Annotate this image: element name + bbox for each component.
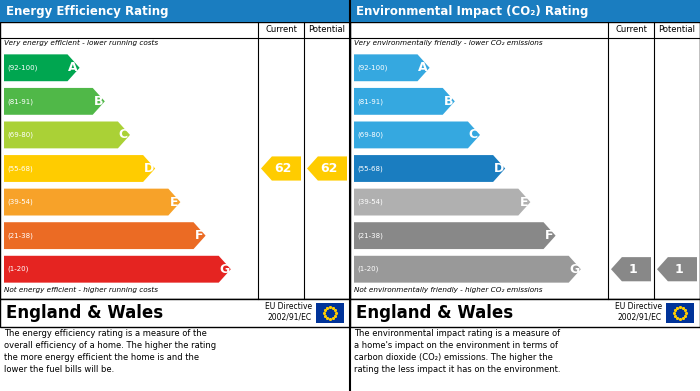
Text: Energy Efficiency Rating: Energy Efficiency Rating [6,5,169,18]
Polygon shape [4,122,130,148]
Text: D: D [144,162,154,175]
Text: (81-91): (81-91) [357,98,383,105]
Polygon shape [4,256,231,283]
Polygon shape [354,88,455,115]
Text: (69-80): (69-80) [7,132,33,138]
Text: (1-20): (1-20) [7,266,29,273]
Text: 62: 62 [274,162,291,175]
Polygon shape [354,54,430,81]
Text: B: B [443,95,453,108]
Text: G: G [569,263,580,276]
Text: 1: 1 [674,263,683,276]
Polygon shape [354,188,531,215]
Text: Current: Current [265,25,297,34]
Text: Current: Current [615,25,647,34]
Text: (55-68): (55-68) [7,165,33,172]
Text: Environmental Impact (CO₂) Rating: Environmental Impact (CO₂) Rating [356,5,589,18]
Text: (1-20): (1-20) [357,266,379,273]
Text: (21-38): (21-38) [357,232,383,239]
Text: Potential: Potential [309,25,346,34]
Text: 62: 62 [320,162,337,175]
Text: (39-54): (39-54) [357,199,383,205]
Text: Not energy efficient - higher running costs: Not energy efficient - higher running co… [4,287,158,293]
Polygon shape [354,122,480,148]
Polygon shape [657,257,697,281]
Text: A: A [418,61,428,74]
Bar [0,299,350,327]
Text: (39-54): (39-54) [7,199,33,205]
Text: B: B [93,95,103,108]
Text: D: D [494,162,504,175]
Text: Not environmentally friendly - higher CO₂ emissions: Not environmentally friendly - higher CO… [354,287,542,293]
Polygon shape [354,256,581,283]
Bar [350,299,700,327]
Text: (92-100): (92-100) [357,65,387,71]
Text: F: F [195,229,203,242]
Text: 1: 1 [629,263,637,276]
Polygon shape [354,155,505,182]
Bar [350,22,700,299]
Text: Very environmentally friendly - lower CO₂ emissions: Very environmentally friendly - lower CO… [354,40,542,46]
Bar [0,22,350,299]
Text: (92-100): (92-100) [7,65,37,71]
Bar [350,0,700,22]
Bar [0,0,350,22]
Text: (81-91): (81-91) [7,98,33,105]
Text: (55-68): (55-68) [357,165,383,172]
Text: The energy efficiency rating is a measure of the
overall efficiency of a home. T: The energy efficiency rating is a measur… [4,329,216,375]
Polygon shape [4,155,155,182]
Polygon shape [354,222,556,249]
Polygon shape [307,156,347,181]
Text: F: F [545,229,553,242]
Text: C: C [119,128,128,142]
Text: Potential: Potential [659,25,696,34]
Text: England & Wales: England & Wales [6,304,163,322]
Text: Very energy efficient - lower running costs: Very energy efficient - lower running co… [4,40,158,46]
Text: EU Directive
2002/91/EC: EU Directive 2002/91/EC [265,301,312,322]
Polygon shape [4,188,181,215]
Text: The environmental impact rating is a measure of
a home's impact on the environme: The environmental impact rating is a mea… [354,329,561,375]
Text: EU Directive
2002/91/EC: EU Directive 2002/91/EC [615,301,662,322]
Polygon shape [4,88,105,115]
Polygon shape [4,222,206,249]
Text: E: E [169,196,178,208]
Bar [666,303,694,323]
Bar [316,303,344,323]
Text: E: E [519,196,528,208]
Text: England & Wales: England & Wales [356,304,513,322]
Text: A: A [68,61,78,74]
Polygon shape [261,156,301,181]
Text: G: G [219,263,230,276]
Text: (69-80): (69-80) [357,132,383,138]
Polygon shape [611,257,651,281]
Text: C: C [469,128,478,142]
Polygon shape [4,54,80,81]
Text: (21-38): (21-38) [7,232,33,239]
